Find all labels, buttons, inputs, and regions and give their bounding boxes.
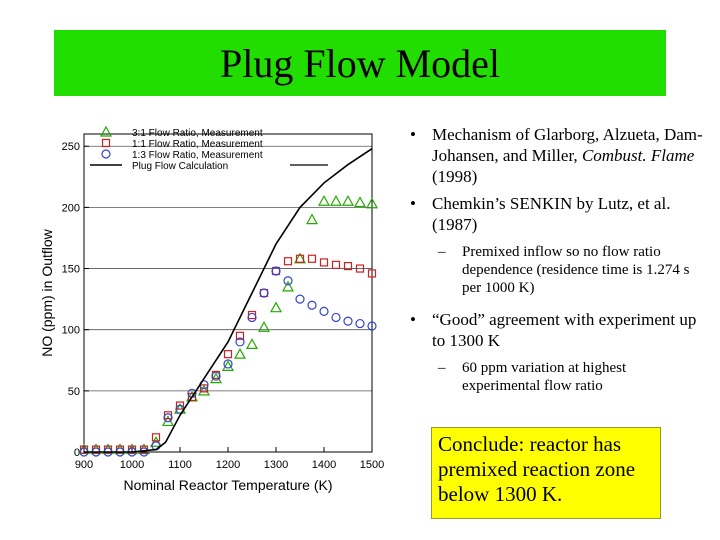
point-triangle-1450 <box>341 195 355 206</box>
sub-bullet-variation: – 60 ppm variation at highest experiment… <box>408 359 708 395</box>
plot-frame <box>83 133 373 453</box>
point-circle-1175 <box>211 371 221 381</box>
slide-title: Plug Flow Model <box>219 40 501 86</box>
x-axis-label: Nominal Reactor Temperature (K) <box>123 477 332 493</box>
y-tick-label-50: 50 <box>68 386 80 398</box>
point-square-1375 <box>307 254 317 263</box>
point-triangle-1475 <box>353 196 367 208</box>
bullet-chemkin: • Chemkin’s SENKIN by Lutz, et al. (1987… <box>408 193 708 235</box>
sub-bullet-marker: – <box>438 360 446 376</box>
gridlines <box>84 145 372 392</box>
point-circle-1200 <box>223 359 233 369</box>
x-tick-label-1500: 1500 <box>360 459 384 471</box>
sub-bullet-marker: – <box>438 244 446 260</box>
point-triangle-1375 <box>305 213 319 225</box>
point-triangle-1050 <box>149 435 163 447</box>
point-triangle-1400 <box>317 195 331 206</box>
point-triangle-1425 <box>329 195 343 206</box>
point-square-1100 <box>175 401 185 410</box>
title-bar: Plug Flow Model <box>54 30 666 96</box>
conclusion-box: Conclude: reactor has premixed reaction … <box>431 427 661 519</box>
series-line-plug-flow-calculation <box>84 148 373 453</box>
point-triangle-1200 <box>221 360 235 371</box>
point-circle-1025 <box>139 447 149 457</box>
bullet-mechanism-text: Mechanism of Glarborg, Alzueta, Dam-Joha… <box>432 125 703 165</box>
x-tick-label-1100: 1100 <box>168 459 192 471</box>
point-square-1325 <box>283 257 293 266</box>
legend-marker-circle <box>101 149 111 159</box>
point-square-1350 <box>295 254 305 263</box>
sub-bullet-premixed: – Premixed inflow so no flow ratio depen… <box>408 243 708 297</box>
legend-marker-square <box>101 138 111 148</box>
point-triangle-1225 <box>233 347 247 359</box>
legend-marker-triangle <box>99 125 113 137</box>
legend-label-3: Plug Flow Calculation <box>132 161 228 172</box>
point-square-1125 <box>187 392 197 402</box>
no-vs-temperature-chart: 900 1000 1100 1200 1300 1400 1500 0 50 100 150 200 2… <box>39 125 385 493</box>
point-square-1425 <box>331 260 341 269</box>
point-circle-1325 <box>283 276 293 286</box>
point-square-1500 <box>367 269 377 278</box>
point-circle-1500 <box>367 321 377 331</box>
legend-label-0: 3:1 Flow Ratio, Measurement <box>132 128 263 139</box>
point-circle-1075 <box>163 413 173 423</box>
y-tick-label-150: 150 <box>62 264 80 276</box>
bullet-mechanism: • Mechanism of Glarborg, Alzueta, Dam-Jo… <box>408 124 708 187</box>
y-tick-label-0: 0 <box>74 447 80 459</box>
point-triangle-1500 <box>365 197 379 209</box>
legend-label-2: 1:3 Flow Ratio, Measurement <box>132 150 263 161</box>
point-square-1200 <box>223 350 233 359</box>
point-circle-1350 <box>295 294 305 304</box>
point-triangle-1275 <box>257 321 271 332</box>
point-square-1150 <box>199 384 209 393</box>
x-tick-label-1200: 1200 <box>216 459 240 471</box>
point-triangle-1300 <box>269 301 283 313</box>
point-circle-1300 <box>271 266 281 276</box>
bullet-marker: • <box>410 125 416 144</box>
point-circle-1475 <box>355 318 365 329</box>
bullet-mechanism-year: (1998) <box>432 167 478 186</box>
point-square-1400 <box>319 258 329 267</box>
point-circle-1250 <box>247 312 257 323</box>
bullet-marker: • <box>410 310 416 329</box>
sub-bullet-premixed-text: Premixed inflow so no flow ratio depende… <box>462 244 690 296</box>
y-tick-label-100: 100 <box>62 325 80 337</box>
point-square-1475 <box>355 264 365 273</box>
bullet-agreement: • “Good” agreement with experiment up to… <box>408 309 708 351</box>
series-layer <box>77 148 379 457</box>
bullet-list: • Mechanism of Glarborg, Alzueta, Dam-Jo… <box>408 124 708 407</box>
bullet-chemkin-text: Chemkin’s SENKIN by Lutz, et al. (1987) <box>432 194 671 234</box>
y-axis-label: NO (ppm) in Outflow <box>39 228 55 356</box>
point-triangle-1325 <box>281 280 295 292</box>
point-triangle-1150 <box>197 384 211 396</box>
point-circle-1275 <box>259 288 269 298</box>
x-tick-label-1300: 1300 <box>264 459 288 471</box>
sub-bullet-variation-text: 60 ppm variation at highest experimental… <box>462 360 627 394</box>
x-tick-label-1000: 1000 <box>120 459 144 471</box>
point-circle-1375 <box>307 300 317 310</box>
bullet-journal-italic: Combust. Flame <box>581 146 695 165</box>
point-square-1050 <box>151 433 161 442</box>
point-circle-1450 <box>343 316 353 326</box>
point-triangle-1250 <box>245 338 259 349</box>
legend-label-1: 1:1 Flow Ratio, Measurement <box>132 139 263 150</box>
conclusion-text: Conclude: reactor has premixed reaction … <box>438 432 636 506</box>
y-tick-label-250: 250 <box>62 141 80 153</box>
y-tick-label-200: 200 <box>62 202 80 214</box>
axis-ticks: 900 1000 1100 1200 1300 1400 1500 0 50 100 150 200 2… <box>62 141 385 471</box>
x-tick-label-1400: 1400 <box>312 459 336 471</box>
x-tick-label-900: 900 <box>75 459 93 471</box>
point-circle-1225 <box>235 337 245 347</box>
point-square-1225 <box>235 331 245 340</box>
point-circle-1400 <box>319 306 329 316</box>
point-circle-1425 <box>331 312 341 323</box>
point-square-1450 <box>343 261 353 271</box>
bullet-agreement-text: “Good” agreement with experiment up to 1… <box>432 310 697 350</box>
bullet-marker: • <box>410 194 416 213</box>
